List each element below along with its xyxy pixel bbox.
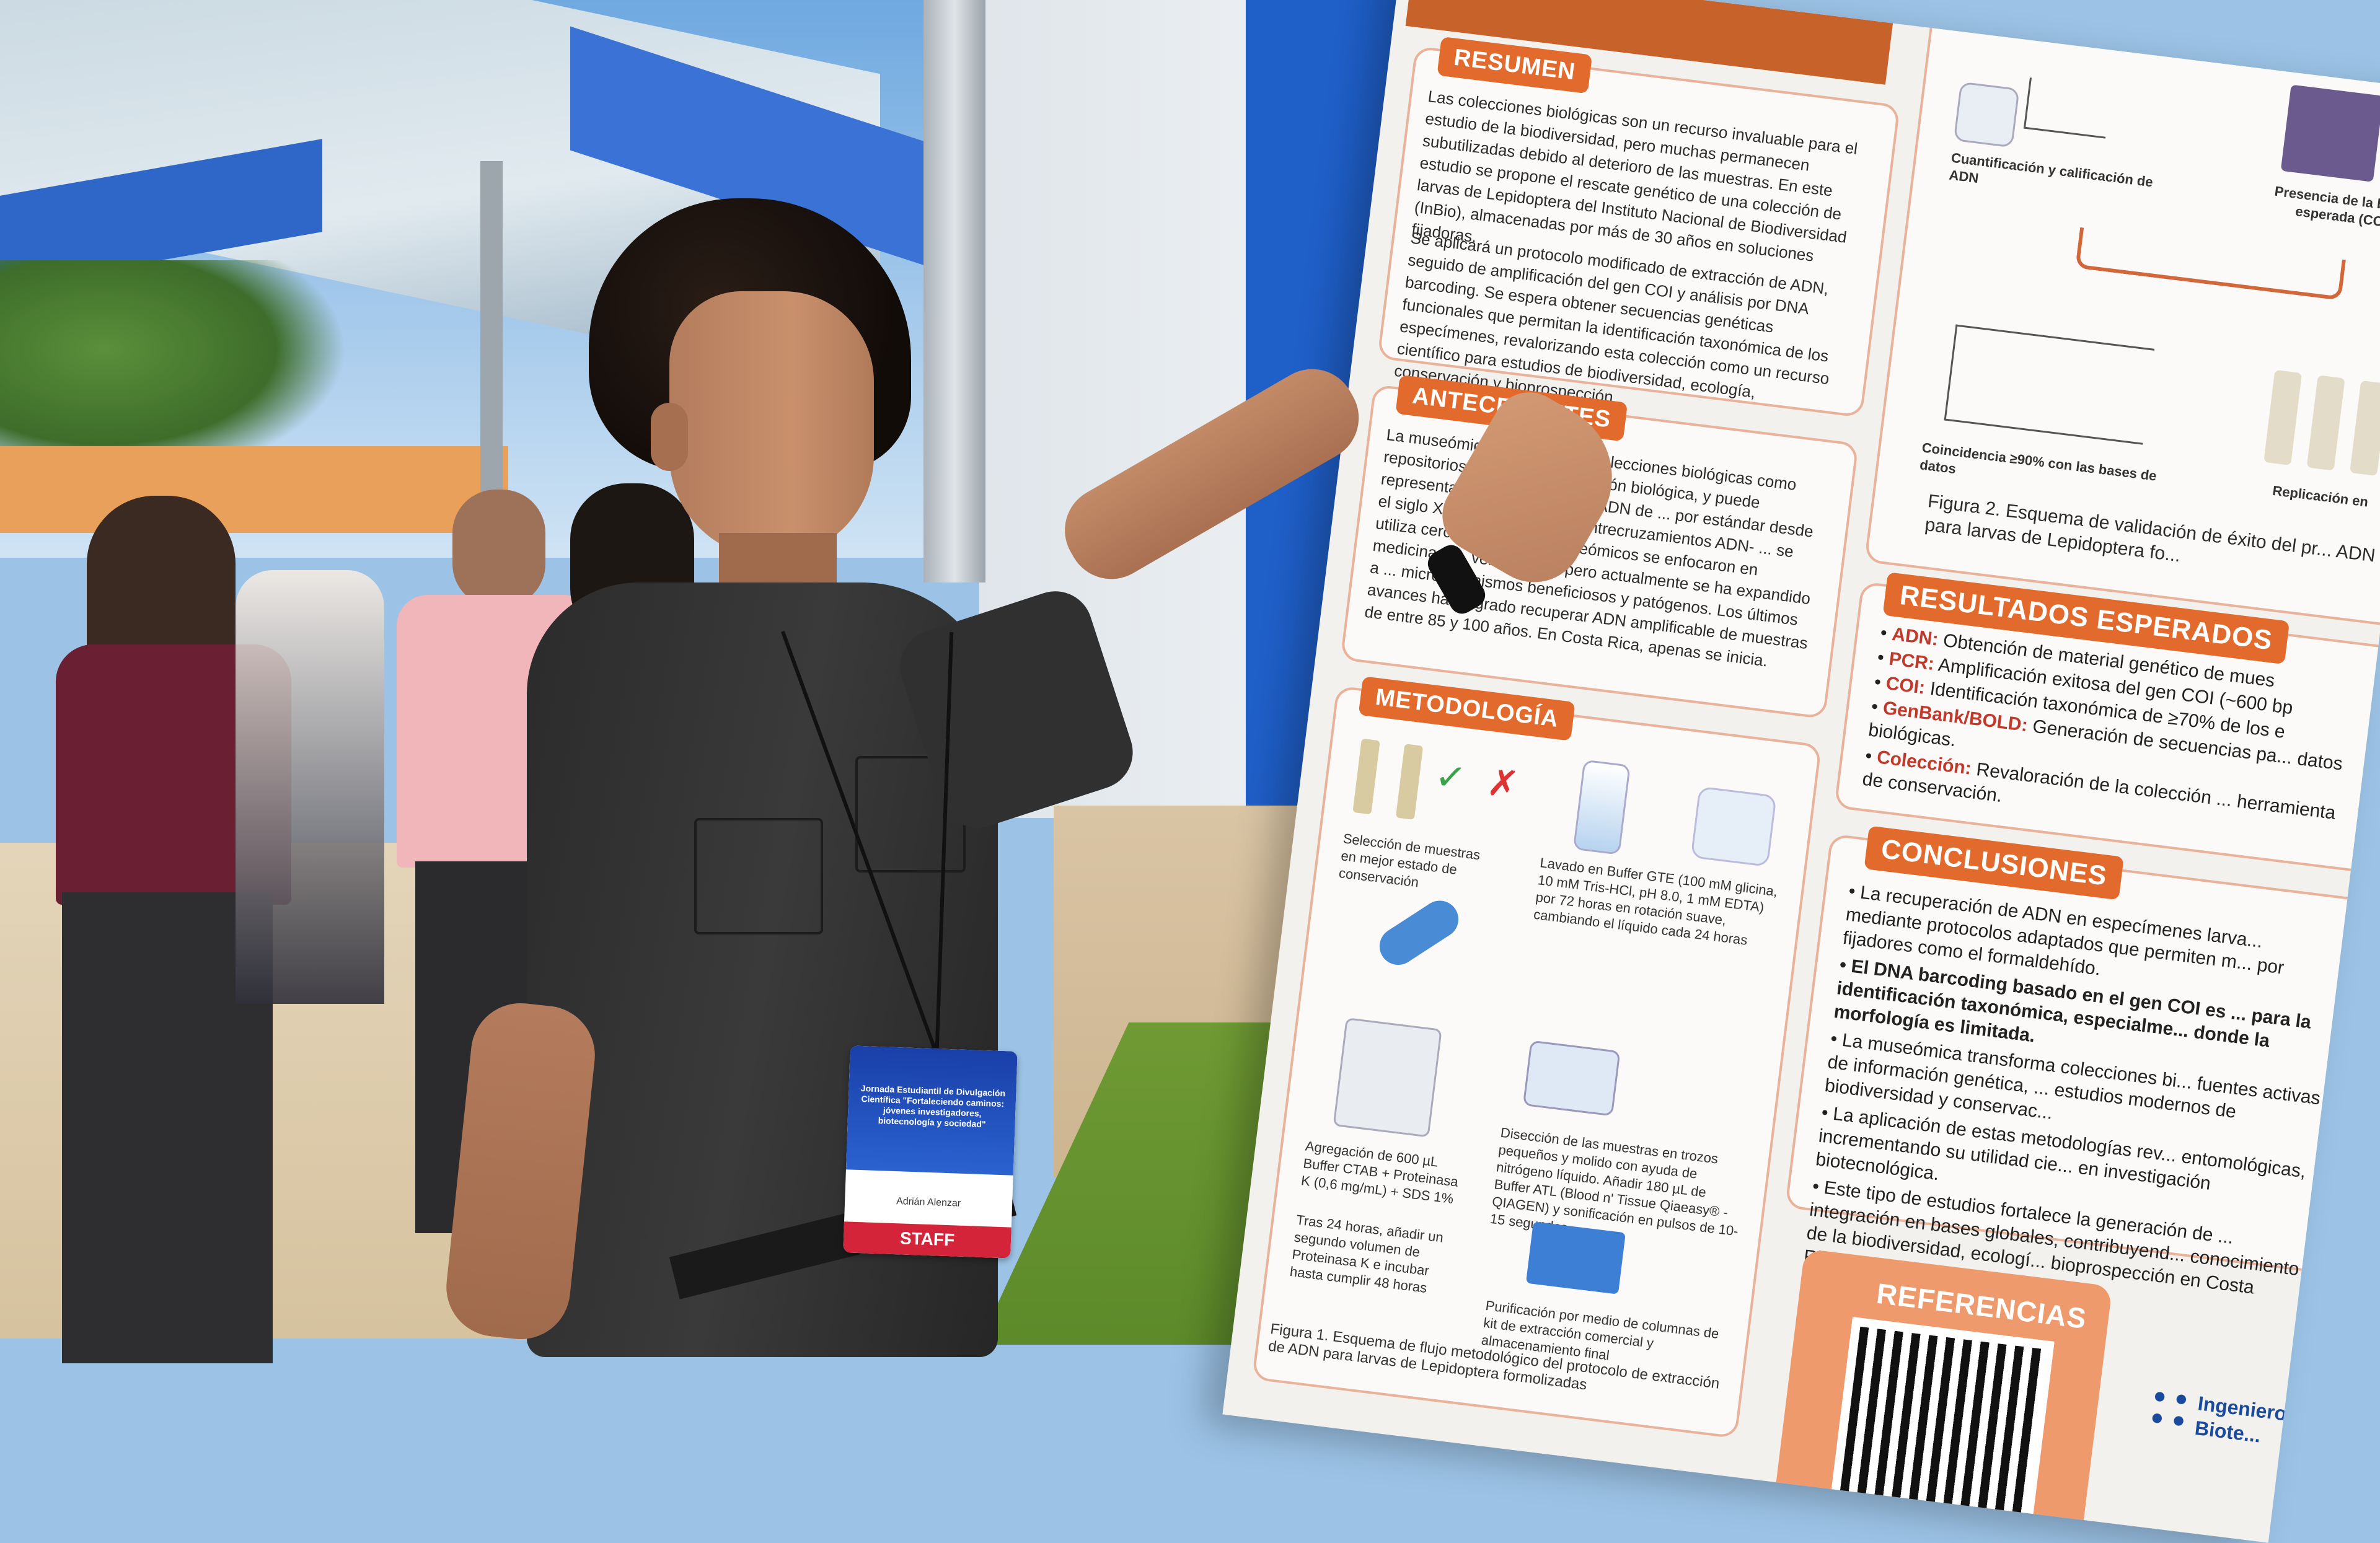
- pillar: [923, 0, 985, 582]
- gel-icon: [2280, 84, 2380, 182]
- presenter-forearm: [1049, 353, 1375, 595]
- spectrophotometer-icon: [1953, 81, 2020, 148]
- absorbance-graph-icon: [2023, 77, 2112, 139]
- pillar-small: [480, 161, 503, 496]
- crowd: [236, 570, 384, 1004]
- replicate-tubes-icon: [2263, 369, 2380, 483]
- shirt-pocket-left: [694, 818, 823, 934]
- rotator-icon: [1690, 786, 1777, 868]
- badge-name: Adrián Alenzar: [896, 1196, 961, 1209]
- molecule-icon: [2144, 1384, 2193, 1433]
- presenter-face: [669, 291, 874, 558]
- building-orange: [0, 446, 508, 533]
- presenter: [441, 198, 1639, 1357]
- presenter-ear: [651, 403, 688, 471]
- institution-logo: Ingeniero ... Biote...: [2143, 1373, 2312, 1466]
- qr-code: [1828, 1317, 2055, 1543]
- logo-text: Ingeniero ... Biote...: [2193, 1392, 2310, 1447]
- badge-event-title: Jornada Estudiantil de Divulgación Cient…: [860, 1083, 1006, 1130]
- staff-badge: Jornada Estudiantil de Divulgación Cient…: [843, 1045, 1018, 1259]
